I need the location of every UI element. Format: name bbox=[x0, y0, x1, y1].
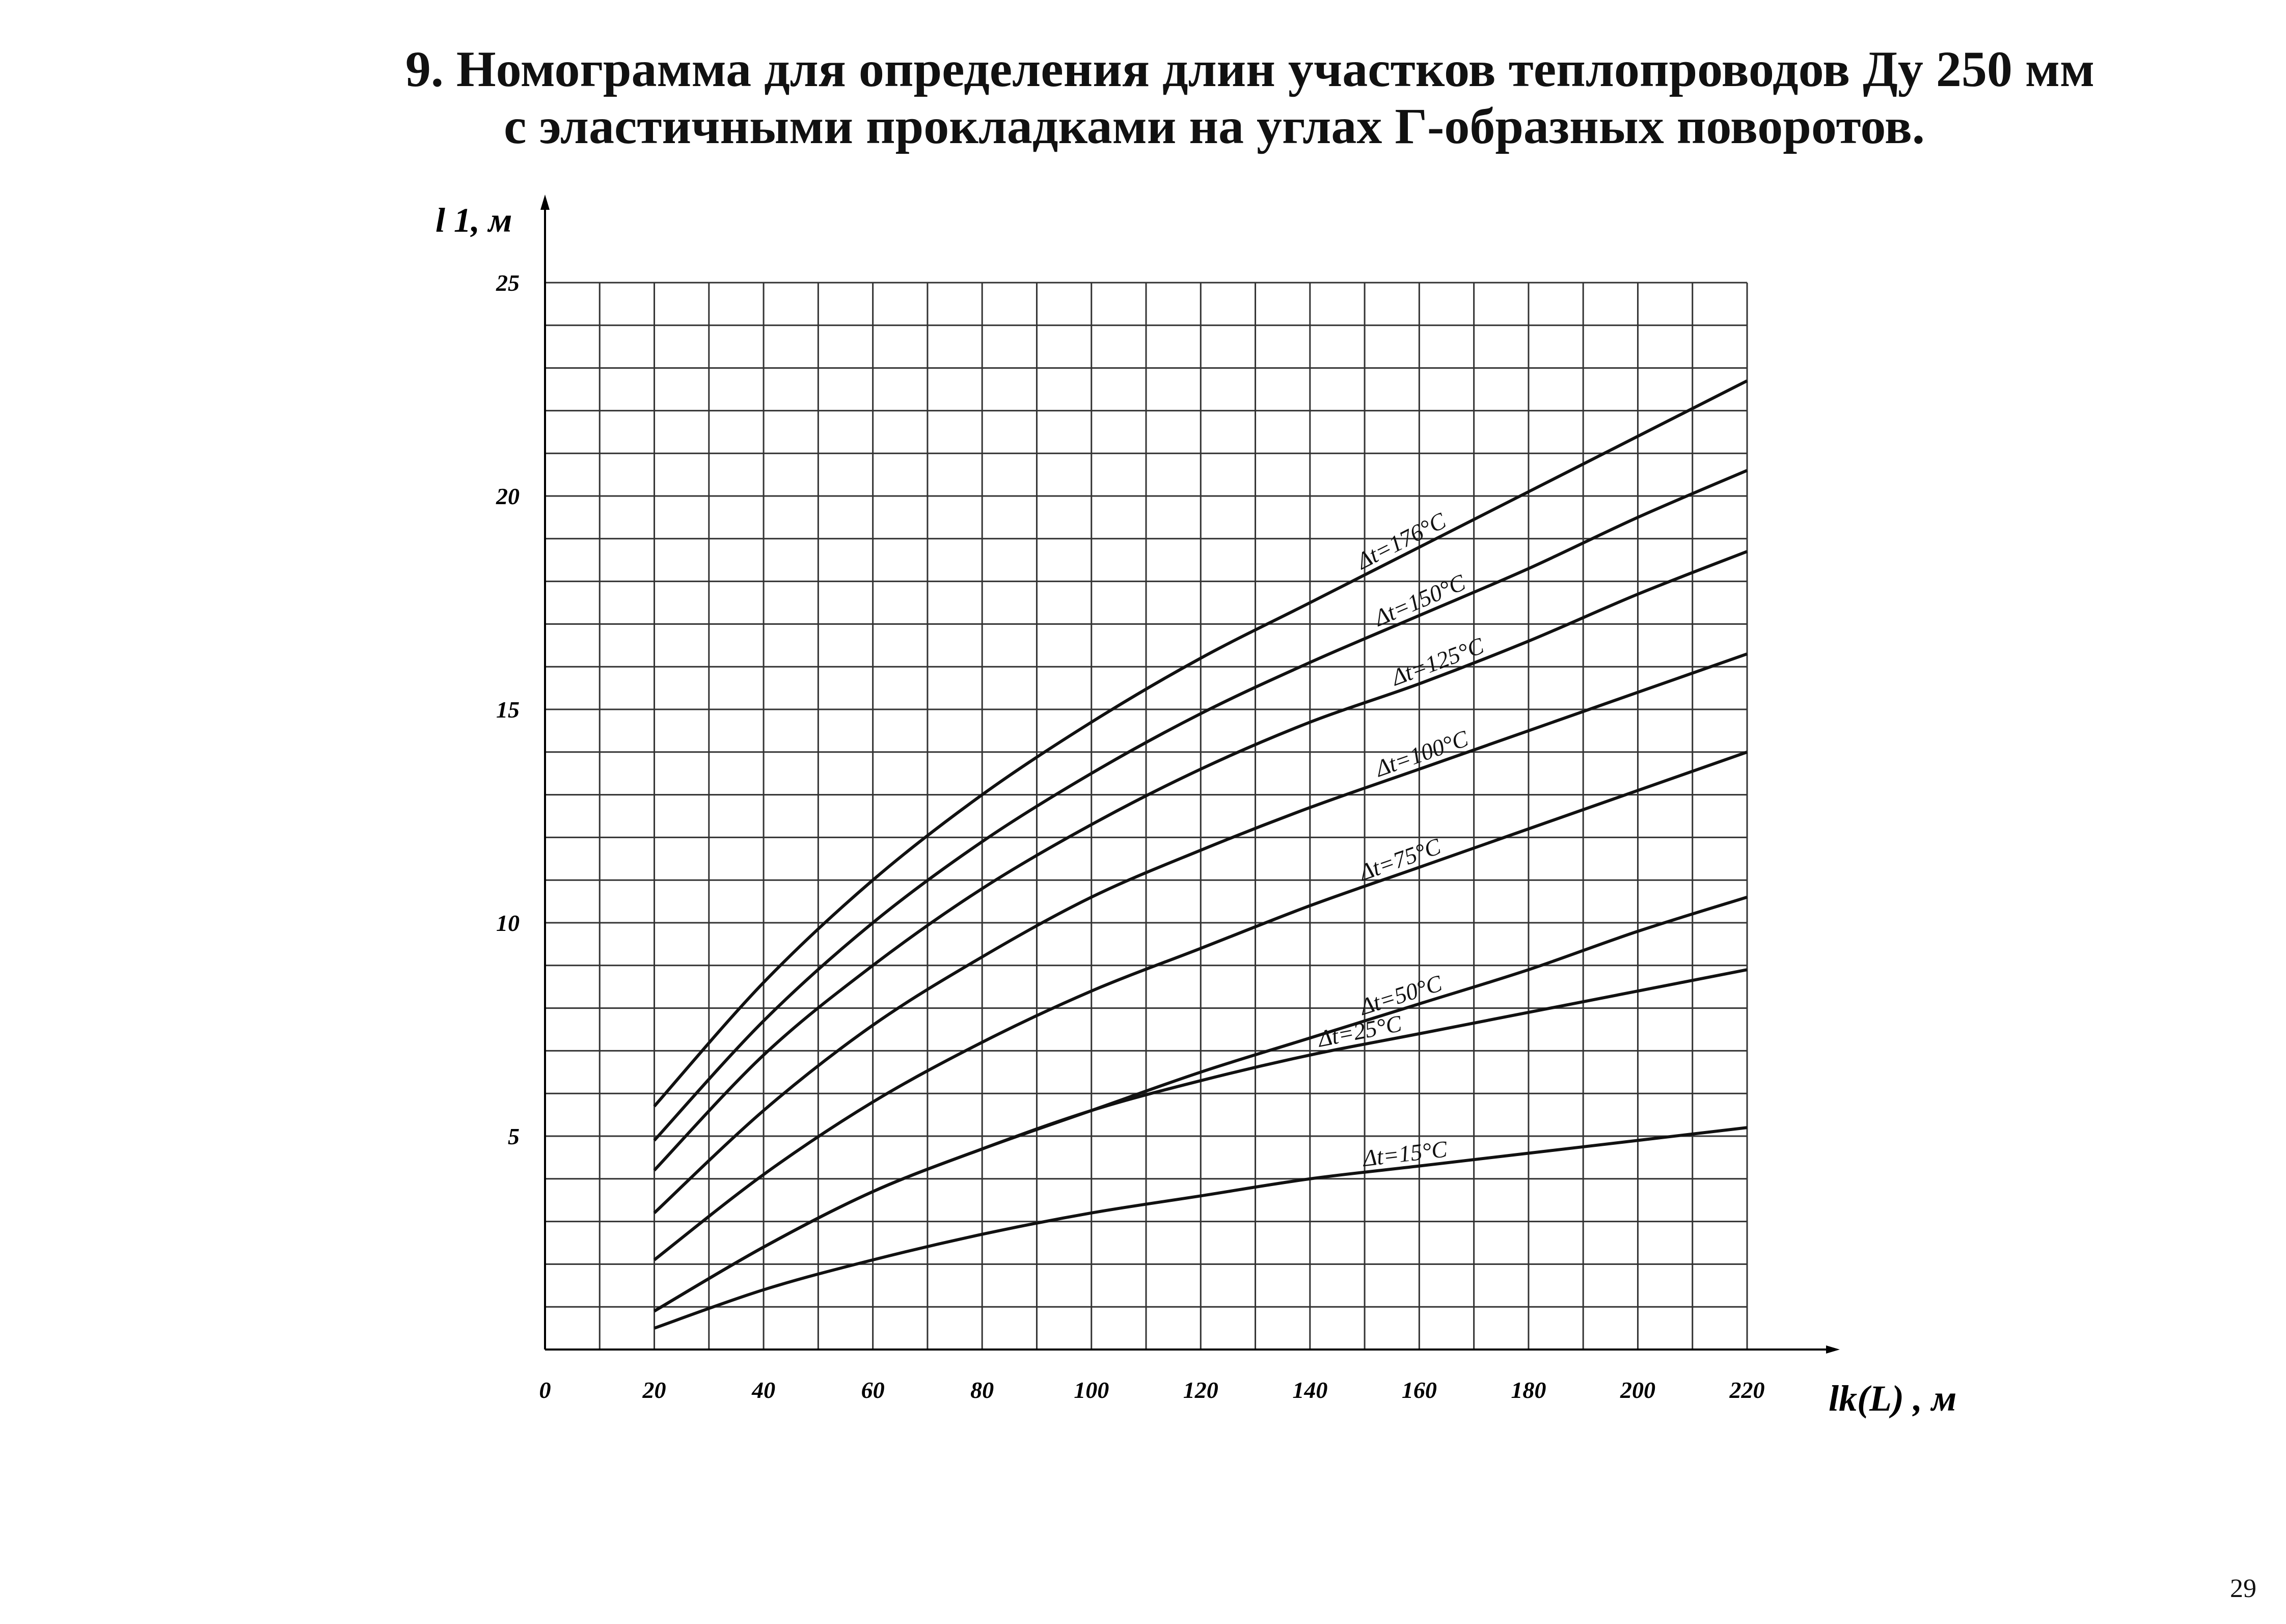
x-tick-label: 180 bbox=[1511, 1377, 1546, 1403]
series-label: Δt=100°C bbox=[1371, 725, 1472, 782]
x-tick-label: 140 bbox=[1292, 1377, 1327, 1403]
series-line bbox=[653, 550, 1748, 1172]
x-axis-label: lk(L) , м bbox=[1829, 1378, 1956, 1419]
x-tick-label: 40 bbox=[751, 1377, 775, 1403]
series-label: Δt=15°C bbox=[1360, 1136, 1449, 1171]
x-axis-arrow bbox=[1826, 1345, 1840, 1354]
y-tick-label: 20 bbox=[496, 483, 520, 509]
x-tick-label: 100 bbox=[1074, 1377, 1109, 1403]
x-tick-label: 220 bbox=[1729, 1377, 1765, 1403]
y-axis-arrow bbox=[540, 195, 550, 210]
series-line bbox=[653, 379, 1748, 1108]
series-lines bbox=[653, 379, 1748, 1330]
y-tick-label: 5 bbox=[508, 1123, 520, 1149]
x-tick-label: 0 bbox=[539, 1377, 551, 1403]
series-line bbox=[653, 469, 1748, 1142]
x-tick-label: 200 bbox=[1620, 1377, 1655, 1403]
series-label: Δt=75°C bbox=[1355, 833, 1445, 886]
y-tick-label: 10 bbox=[496, 910, 520, 936]
x-tick-label: 80 bbox=[970, 1377, 994, 1403]
grid bbox=[544, 282, 1748, 1350]
page-number: 29 bbox=[2230, 1574, 2256, 1603]
y-axis-label: l 1, м bbox=[436, 201, 512, 239]
series-label: Δt=176°C bbox=[1351, 507, 1450, 574]
series-label: Δt=125°C bbox=[1387, 632, 1488, 691]
series-line bbox=[654, 1126, 1748, 1330]
series-line bbox=[654, 968, 1748, 1313]
tick-labels: 0 20 40 60 80 100 120 140 160 180 200 220 5 10 15 20 25 bbox=[496, 270, 1765, 1403]
y-tick-label: 15 bbox=[496, 697, 520, 723]
series-label: Δt=50°C bbox=[1355, 970, 1446, 1020]
x-tick-label: 120 bbox=[1183, 1377, 1218, 1403]
chart-title-line-1: 9. Номограмма для определения длин участ… bbox=[405, 41, 2095, 97]
axes bbox=[540, 195, 1840, 1354]
chart-title-line-2: с эластичными прокладками на углах Г-обр… bbox=[504, 98, 1925, 154]
y-tick-label: 25 bbox=[496, 270, 520, 296]
x-tick-label: 20 bbox=[642, 1377, 666, 1403]
series-labels: Δt=176°CΔt=150°CΔt=125°CΔt=100°CΔt=75°CΔ… bbox=[1315, 507, 1488, 1172]
series-line bbox=[653, 750, 1748, 1261]
x-tick-label: 60 bbox=[861, 1377, 885, 1403]
x-tick-label: 160 bbox=[1402, 1377, 1437, 1403]
series-line bbox=[653, 652, 1748, 1215]
